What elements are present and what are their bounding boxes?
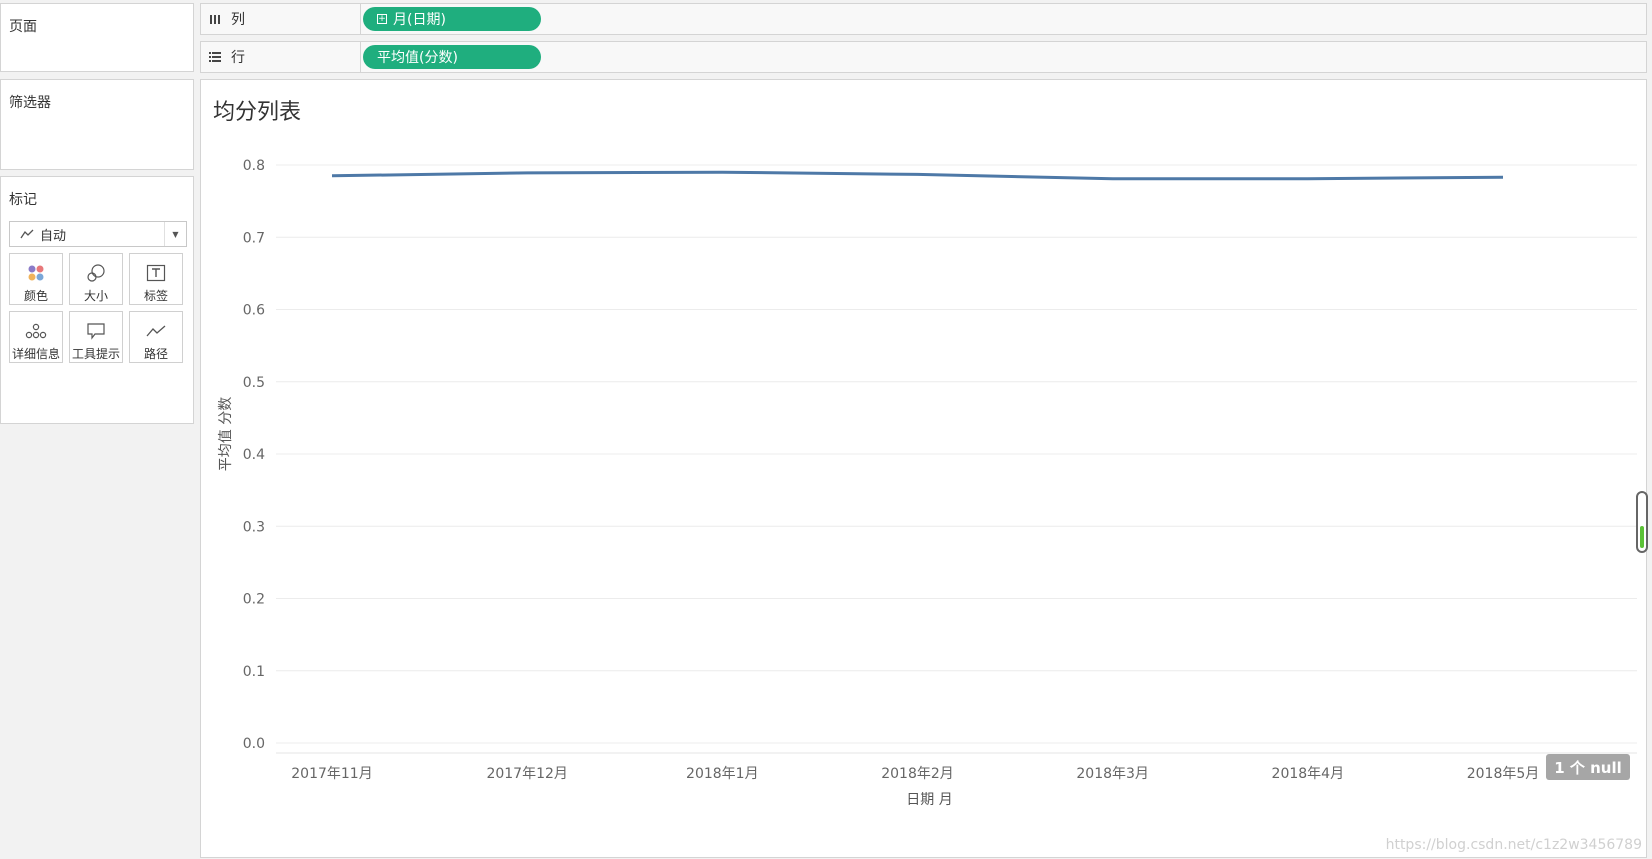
y-tick-label: 0.6 <box>243 303 265 319</box>
color-button[interactable]: 颜色 <box>9 253 63 305</box>
x-tick-label: 2018年5月 <box>1467 766 1540 782</box>
x-tick-label: 2018年1月 <box>686 766 759 782</box>
columns-icon <box>209 13 221 25</box>
size-circles-icon <box>86 261 106 285</box>
month-date-pill-label: 月(日期) <box>393 12 446 28</box>
size-label: 大小 <box>83 289 108 303</box>
y-tick-label: 0.7 <box>243 230 265 246</box>
expand-plus-icon[interactable]: + <box>377 14 387 24</box>
null-indicator-badge[interactable]: 1 个 null <box>1546 754 1630 780</box>
tooltip-label: 工具提示 <box>71 347 120 361</box>
tooltip-button[interactable]: 工具提示 <box>69 311 123 363</box>
color-dots-icon <box>27 261 45 285</box>
line-chart-icon <box>20 229 34 239</box>
y-tick-label: 0.1 <box>243 664 265 680</box>
columns-label: 列 <box>231 12 245 28</box>
x-tick-label: 2018年3月 <box>1076 766 1149 782</box>
label-t-icon <box>146 261 166 285</box>
color-label: 颜色 <box>23 289 48 303</box>
size-button[interactable]: 大小 <box>69 253 123 305</box>
watermark: https://blog.csdn.net/c1z2w3456789 <box>1385 837 1642 853</box>
marks-title: 标记 <box>9 192 37 208</box>
y-tick-label: 0.0 <box>243 736 265 752</box>
y-tick-label: 0.5 <box>243 375 265 391</box>
pages-shelf[interactable]: 页面 <box>0 3 194 72</box>
avg-score-pill[interactable]: 平均值(分数) <box>363 45 541 69</box>
x-tick-label: 2017年12月 <box>486 766 567 782</box>
marks-card: 标记 自动 ▼ 颜色 大小 标 <box>0 176 194 424</box>
rows-shelf[interactable]: 行 平均值(分数) <box>200 41 1647 73</box>
detail-label: 详细信息 <box>11 347 60 361</box>
mark-type-dropdown[interactable]: 自动 ▼ <box>9 221 187 247</box>
rows-label: 行 <box>231 50 245 66</box>
pages-title: 页面 <box>9 19 37 35</box>
scroll-handle-fill <box>1640 526 1644 548</box>
rows-icon <box>209 51 221 63</box>
scroll-handle[interactable] <box>1636 491 1648 553</box>
path-label: 路径 <box>143 347 168 361</box>
y-tick-label: 0.3 <box>243 519 265 535</box>
mark-type-label: 自动 <box>40 228 67 244</box>
tooltip-bubble-icon <box>86 319 106 343</box>
rows-shelf-label: 行 <box>201 42 361 72</box>
y-axis-title: 平均值 分数 <box>218 397 234 471</box>
month-date-pill[interactable]: + 月(日期) <box>363 7 541 31</box>
x-tick-label: 2017年11月 <box>291 766 372 782</box>
y-tick-label: 0.8 <box>243 158 265 174</box>
y-tick-label: 0.4 <box>243 447 265 463</box>
path-line-icon <box>146 319 166 343</box>
detail-dots-icon <box>25 319 47 343</box>
line-chart: 0.0 0.1 0.2 0.3 0.4 0.5 0.6 0.7 0.8 2017年11月 2017年… <box>218 158 1637 808</box>
columns-shelf-label: 列 <box>201 4 361 34</box>
chart-title: 均分列表 <box>213 100 302 125</box>
detail-button[interactable]: 详细信息 <box>9 311 63 363</box>
x-axis-title: 日期 月 <box>906 792 952 808</box>
chart-view: 均分列表 0.0 0.1 0.2 0.3 0.4 0.5 0.6 0.7 0.8 2017年11月… <box>200 79 1648 858</box>
series-line-0 <box>331 170 1504 181</box>
filters-title: 筛选器 <box>9 95 51 111</box>
filters-shelf[interactable]: 筛选器 <box>0 79 194 170</box>
x-tick-label: 2018年2月 <box>881 766 954 782</box>
columns-shelf[interactable]: 列 + 月(日期) <box>200 3 1647 35</box>
avg-score-pill-label: 平均值(分数) <box>377 50 458 66</box>
label-label: 标签 <box>143 289 168 303</box>
x-tick-label: 2018年4月 <box>1272 766 1345 782</box>
y-tick-label: 0.2 <box>243 592 265 608</box>
chevron-down-icon[interactable]: ▼ <box>164 222 186 246</box>
path-button[interactable]: 路径 <box>129 311 183 363</box>
label-button[interactable]: 标签 <box>129 253 183 305</box>
